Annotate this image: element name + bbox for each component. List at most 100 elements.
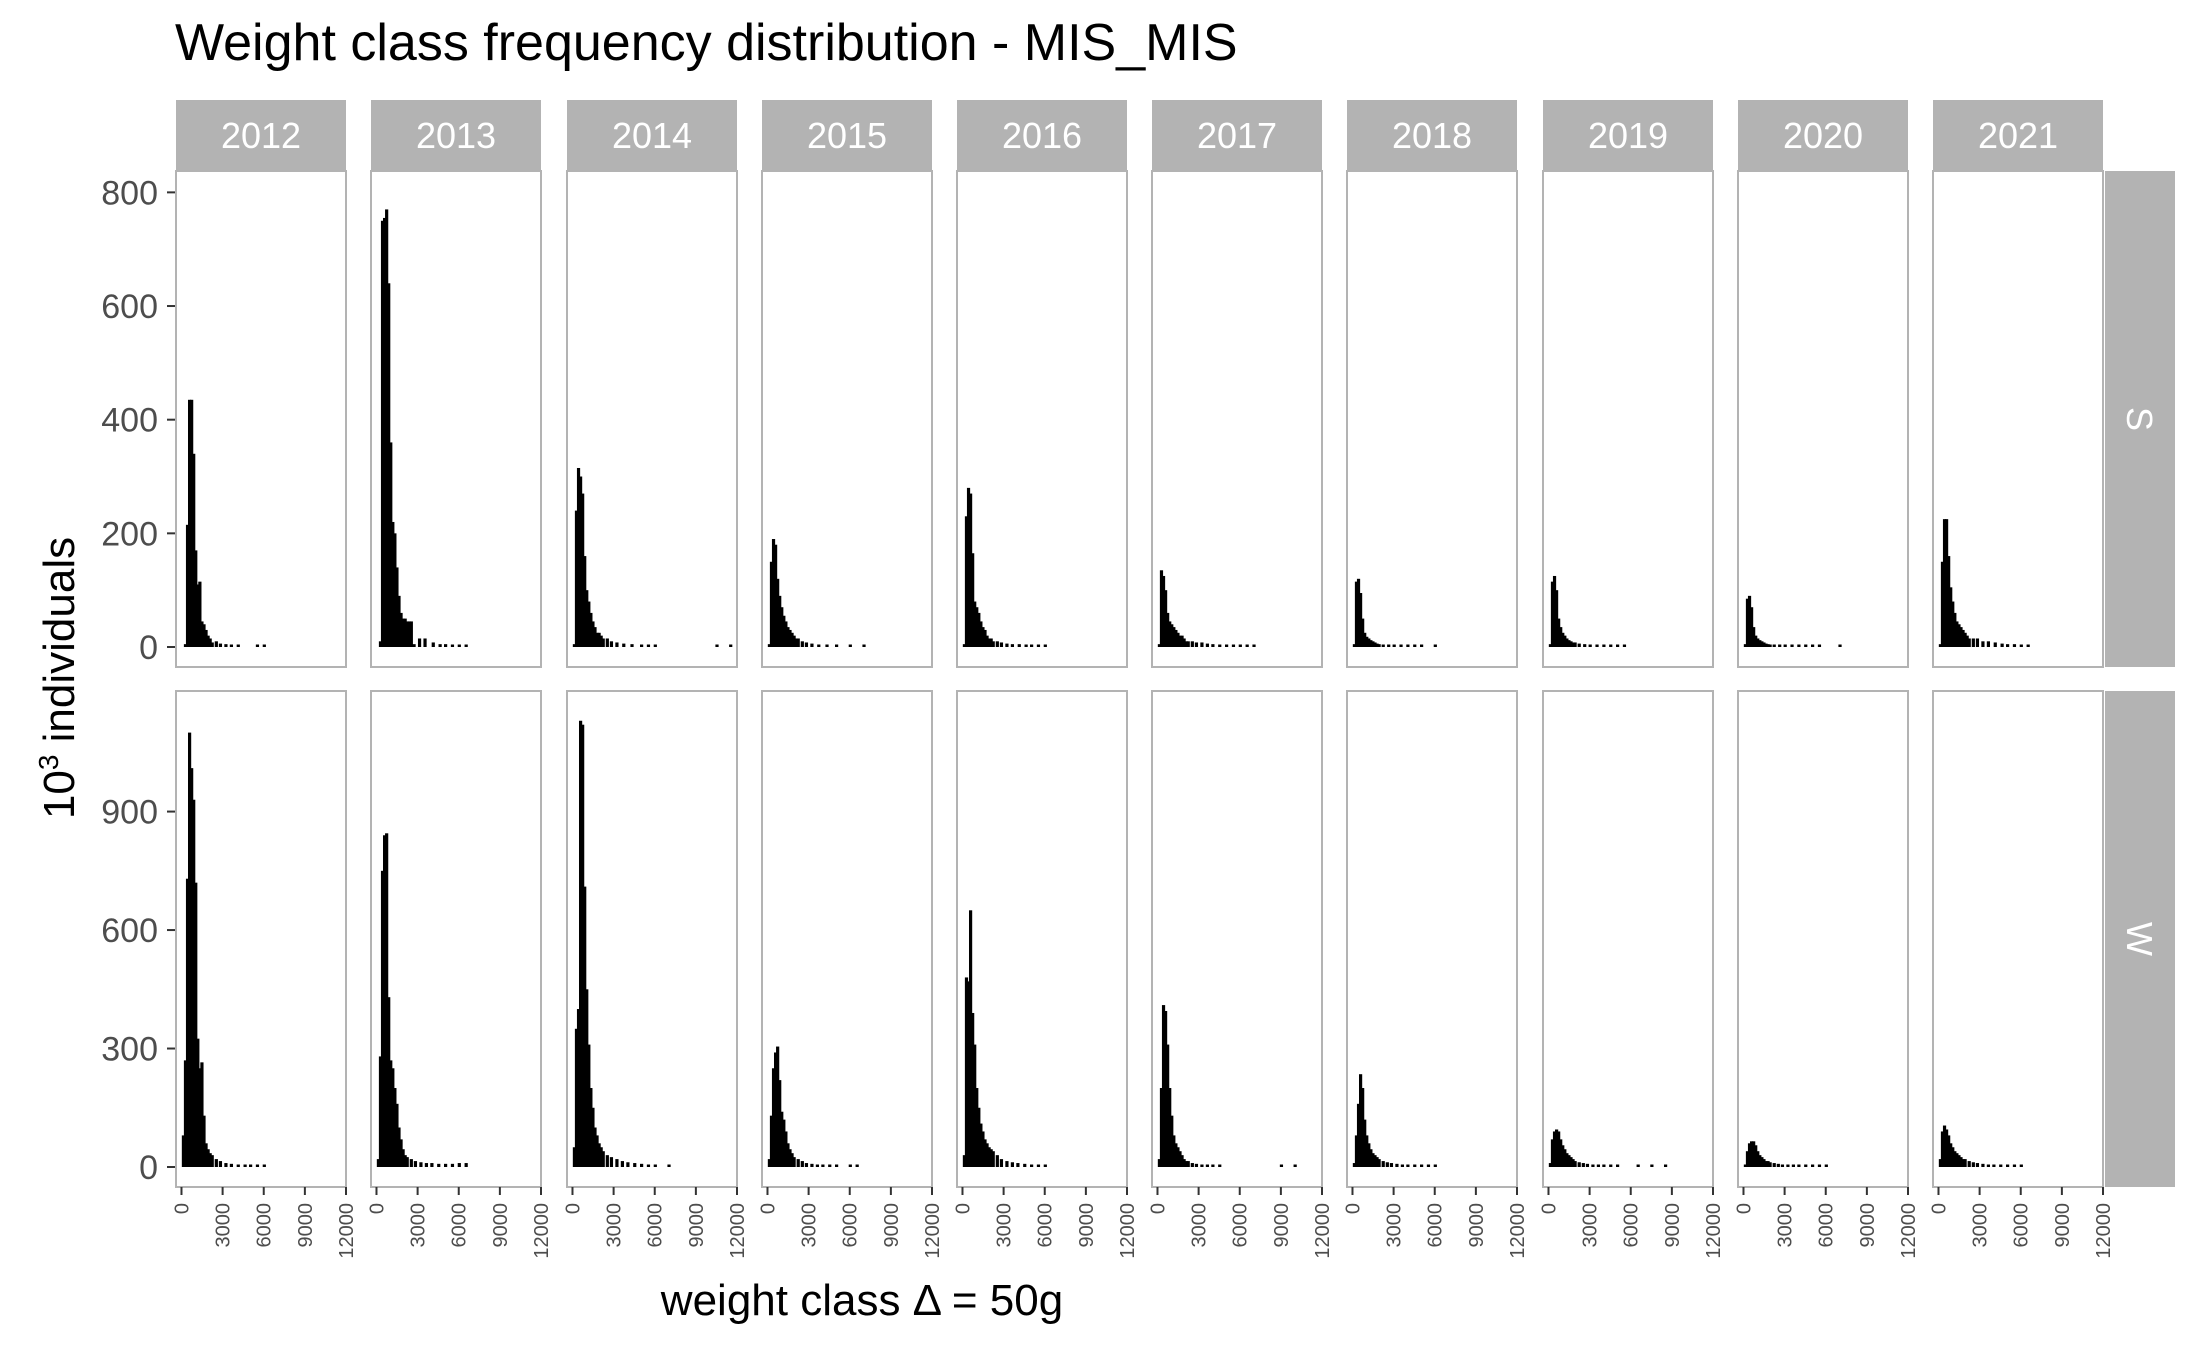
histogram-bar	[401, 618, 405, 647]
panel-W-2017	[1151, 690, 1323, 1188]
histogram-bar	[1017, 644, 1021, 647]
histogram-bar	[1778, 644, 1782, 647]
histogram-bar	[979, 1123, 983, 1167]
x-tick-label: 0	[1928, 1203, 1950, 1214]
year-strip	[1543, 100, 1713, 170]
histogram-bar	[1010, 1162, 1015, 1167]
histogram-bar	[1747, 595, 1752, 647]
histogram-bar	[786, 627, 790, 647]
histogram-bar	[1944, 519, 1949, 647]
histogram-bar	[576, 467, 581, 647]
histogram-bar	[778, 595, 782, 647]
histogram-bar	[1426, 1164, 1431, 1167]
histogram-bar	[1961, 1159, 1965, 1167]
histogram-bar	[395, 1103, 399, 1167]
histogram-bar	[1559, 1139, 1563, 1167]
histogram-bar	[224, 644, 228, 647]
year-strip-label: 2015	[807, 115, 887, 156]
histogram-bar	[1161, 1005, 1166, 1167]
histogram-bar	[981, 627, 985, 647]
histogram-bar	[601, 1151, 605, 1167]
histogram-bar	[1367, 1143, 1371, 1167]
histogram-bar	[1557, 1131, 1561, 1167]
histogram-bar	[1947, 1135, 1951, 1167]
histogram-bar	[1399, 644, 1403, 647]
histogram-bar	[1764, 643, 1768, 647]
year-strip-label: 2017	[1197, 115, 1277, 156]
histogram-bar	[1180, 635, 1184, 647]
x-tick-label: 3000	[1970, 1203, 1992, 1248]
histogram-bar	[1993, 642, 1997, 647]
x-tick-label: 12000	[727, 1203, 749, 1259]
histogram-bar	[1381, 1161, 1385, 1167]
year-strip	[957, 100, 1127, 170]
histogram-bar	[966, 981, 971, 1167]
x-tick-label: 6000	[2011, 1203, 2033, 1248]
histogram-bar	[214, 641, 218, 647]
year-strip	[1347, 100, 1517, 170]
histogram-bar	[262, 644, 266, 647]
year-strip-label: 2012	[221, 115, 301, 156]
histogram-bar	[1965, 635, 1969, 647]
histogram-bar	[2012, 1164, 2017, 1167]
panel-W-2016	[956, 690, 1128, 1188]
histogram-bar	[971, 1012, 975, 1167]
histogram-bar	[767, 1159, 772, 1167]
histogram-bar	[1581, 1163, 1585, 1167]
histogram-bar	[1406, 644, 1410, 647]
year-strip	[1933, 100, 2103, 170]
histogram-bar	[1389, 1163, 1394, 1167]
x-tick-label: 3000	[1580, 1203, 1602, 1248]
histogram-bar	[2019, 1164, 2023, 1167]
histogram-bar	[1358, 1074, 1363, 1167]
x-tick-label: 3000	[604, 1203, 626, 1248]
histogram-bar	[2000, 643, 2004, 647]
histogram-bar	[1754, 635, 1758, 647]
histogram-bar	[1186, 641, 1190, 647]
histogram-bar	[389, 442, 393, 647]
histogram-bar	[574, 510, 579, 647]
histogram-bar	[1166, 612, 1170, 647]
histogram-bar	[444, 1163, 448, 1167]
histogram-bar	[1967, 638, 1971, 647]
histogram-bar	[249, 1164, 253, 1167]
panel-S-2013	[370, 170, 542, 668]
histogram-bar	[229, 1163, 234, 1167]
histogram-bar	[977, 1107, 981, 1167]
histogram-bar	[640, 644, 644, 647]
histogram-bar	[183, 644, 188, 647]
histogram-bar	[973, 601, 977, 647]
histogram-bar	[1563, 635, 1567, 647]
histogram-bar	[991, 1151, 995, 1167]
histogram-bar	[1749, 607, 1754, 647]
histogram-bar	[599, 1147, 603, 1167]
histogram-bar	[413, 1161, 418, 1167]
histogram-bar	[595, 632, 599, 647]
histogram-bar	[1971, 1162, 1975, 1167]
histogram-bar	[409, 1159, 413, 1167]
histogram-bar	[1957, 1155, 1961, 1167]
histogram-bar	[1559, 627, 1563, 647]
histogram-bar	[395, 567, 399, 647]
histogram-bar	[1940, 561, 1945, 647]
histogram-bar	[1569, 1157, 1573, 1167]
histogram-bar	[1756, 638, 1760, 647]
histogram-bar	[599, 635, 603, 647]
histogram-bar	[790, 1153, 794, 1167]
histogram-bar	[399, 1139, 403, 1167]
histogram-bar	[1951, 1147, 1955, 1167]
histogram-bar	[587, 1044, 591, 1167]
histogram-bar	[214, 1159, 218, 1167]
histogram-bar	[1043, 1164, 1047, 1167]
histogram-bar	[1940, 1131, 1945, 1167]
histogram-bar	[2006, 644, 2010, 647]
histogram-bar	[236, 1164, 240, 1167]
histogram-bar	[1548, 1163, 1553, 1167]
histogram-bar	[784, 621, 788, 647]
histogram-bar	[1200, 642, 1204, 647]
histogram-bar	[572, 644, 577, 647]
histogram-bar	[1170, 624, 1174, 647]
histogram-bar	[715, 644, 719, 647]
histogram-bar	[1205, 1164, 1210, 1167]
histogram-bar	[862, 644, 866, 647]
